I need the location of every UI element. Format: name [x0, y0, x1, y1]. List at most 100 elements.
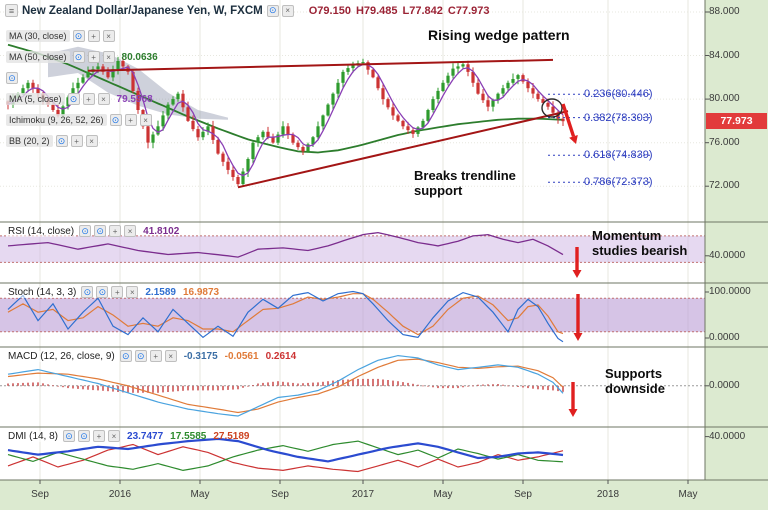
visibility-icon[interactable]: ⊙	[134, 350, 147, 362]
indicator-value: 16.9873	[182, 286, 220, 298]
panel-axis-label: 40.0000	[709, 430, 746, 442]
price-axis[interactable]	[705, 0, 768, 480]
add-icon[interactable]: +	[124, 114, 137, 126]
close-icon[interactable]: ×	[164, 350, 177, 362]
ohlc-value: L77.842	[402, 4, 443, 17]
visibility-icon[interactable]: ⊙	[78, 430, 91, 442]
time-axis-label: Sep	[31, 489, 49, 500]
indicator-label[interactable]: MA (5, close)	[6, 93, 65, 105]
add-icon[interactable]: +	[87, 30, 100, 42]
time-axis-label: Sep	[271, 489, 289, 500]
indicator-label[interactable]: Stoch (14, 3, 3)	[6, 286, 79, 298]
panel-legend-row: DMI (14, 8) ⊙ ⊙ + × 23.7477 17.5585 27.5189	[6, 430, 249, 442]
add-icon[interactable]: +	[109, 225, 122, 237]
annotation-momentum-bearish: Momentum studies bearish	[592, 228, 688, 259]
visibility-icon[interactable]: ⊙	[55, 135, 68, 147]
visibility-icon[interactable]: ⊙	[79, 225, 92, 237]
close-icon[interactable]: ×	[97, 93, 110, 105]
indicator-label[interactable]: MACD (12, 26, close, 9)	[6, 350, 117, 362]
overlay-legend-row: Ichimoku (9, 26, 52, 26) ⊙ + ×	[6, 114, 152, 126]
add-icon[interactable]: +	[149, 350, 162, 362]
visibility-icon[interactable]: ⊙	[63, 430, 76, 442]
price-axis-label: 72.000	[709, 180, 740, 192]
indicator-value: 79.5968	[116, 93, 153, 105]
panel-legend-row: MACD (12, 26, close, 9) ⊙ ⊙ + × -0.3175 -0.056…	[6, 350, 296, 362]
close-icon[interactable]: ×	[102, 51, 115, 63]
indicator-label[interactable]: MA (30, close)	[6, 30, 70, 42]
indicator-value: 17.5585	[170, 430, 207, 442]
annotation-rising-wedge: Rising wedge pattern	[428, 27, 570, 43]
overlay-legend-row: ⊙	[6, 72, 18, 84]
time-axis-label: 2016	[108, 489, 132, 500]
current-price-tag: 77.973	[706, 113, 767, 130]
indicator-value: 2.1589	[145, 286, 176, 298]
visibility-icon[interactable]: ⊙	[72, 51, 85, 63]
panel-axis-label: 100.0000	[709, 286, 751, 297]
ohlc-value: C77.973	[447, 4, 490, 17]
visibility-icon[interactable]: ⊙	[94, 225, 107, 237]
close-icon[interactable]: ×	[139, 114, 152, 126]
overlay-legend-row: MA (30, close) ⊙ + ×	[6, 30, 115, 42]
indicator-value: -0.3175	[183, 350, 218, 362]
time-axis-label: May	[678, 489, 698, 500]
indicator-value: 27.5189	[213, 430, 250, 442]
overlay-legend-row: MA (5, close) ⊙ + × 79.5968	[6, 93, 153, 105]
visibility-icon[interactable]: ⊙	[6, 72, 18, 84]
panel-legend-row: Stoch (14, 3, 3) ⊙ ⊙ + × 2.1589 16.9873	[6, 286, 219, 298]
indicator-value: 80.0636	[121, 51, 158, 63]
panel-axis-label: 0.0000	[709, 379, 740, 391]
fib-level-label: 0.786(72.373)	[584, 176, 653, 189]
annotation-breaks-trendline: Breaks trendline support	[414, 168, 516, 199]
add-icon[interactable]: +	[111, 286, 124, 298]
annotation-supports-downside: Supports downside	[605, 366, 665, 397]
indicator-label[interactable]: Ichimoku (9, 26, 52, 26)	[6, 114, 107, 126]
ohlc-value: H79.485	[355, 4, 398, 17]
indicator-value: 0.2614	[265, 350, 297, 362]
price-axis-label: 80.000	[709, 93, 740, 105]
price-axis-label: 76.000	[709, 136, 740, 148]
price-axis-label: 88.000	[709, 6, 740, 17]
visibility-icon[interactable]: ⊙	[96, 286, 109, 298]
panel-axis-label: 40.0000	[709, 249, 746, 261]
visibility-icon[interactable]: ⊙	[119, 350, 132, 362]
header-buttons: ⊙ ×	[266, 4, 294, 17]
close-icon[interactable]: ×	[102, 30, 115, 42]
visibility-icon[interactable]: ⊙	[67, 93, 80, 105]
time-axis-label: May	[433, 489, 453, 500]
time-axis-label: Sep	[514, 489, 532, 500]
add-icon[interactable]: +	[70, 135, 83, 147]
indicator-label[interactable]: RSI (14, close)	[6, 225, 77, 237]
add-icon[interactable]: +	[82, 93, 95, 105]
time-axis-label: May	[190, 489, 210, 500]
menu-icon[interactable]: ≡	[5, 4, 18, 17]
overlay-legend-row: BB (20, 2) ⊙ + ×	[6, 135, 98, 147]
panel-axis-label: 0.0000	[709, 332, 740, 343]
header-visibility-button[interactable]: ⊙	[266, 4, 279, 17]
overlay-legend-row: MA (50, close) ⊙ + × 80.0636	[6, 51, 158, 63]
ohlc-value: O79.150	[308, 4, 351, 17]
indicator-label[interactable]: MA (50, close)	[6, 51, 70, 63]
ohlc-readout: O79.150 H79.485 L77.842 C77.973	[304, 5, 490, 17]
add-icon[interactable]: +	[87, 51, 100, 63]
indicator-value: -0.0561	[224, 350, 259, 362]
add-icon[interactable]: +	[93, 430, 106, 442]
indicator-label[interactable]: BB (20, 2)	[6, 135, 53, 147]
visibility-icon[interactable]: ⊙	[81, 286, 94, 298]
visibility-icon[interactable]: ⊙	[109, 114, 122, 126]
chart-title: New Zealand Dollar/Japanese Yen, W, FXCM	[22, 4, 263, 17]
close-icon[interactable]: ×	[124, 225, 137, 237]
price-axis-label: 84.000	[709, 49, 740, 61]
header-close-button[interactable]: ×	[281, 4, 294, 17]
indicator-label[interactable]: DMI (14, 8)	[6, 430, 61, 442]
indicator-value: 23.7477	[127, 430, 164, 442]
close-icon[interactable]: ×	[85, 135, 98, 147]
indicator-value: 41.8102	[143, 225, 180, 237]
fib-level-label: 0.236(80.446)	[584, 88, 653, 101]
visibility-icon[interactable]: ⊙	[72, 30, 85, 42]
time-axis-label: 2017	[351, 489, 375, 500]
panel-legend-row: RSI (14, close) ⊙ ⊙ + × 41.8102	[6, 225, 179, 237]
close-icon[interactable]: ×	[126, 286, 139, 298]
close-icon[interactable]: ×	[108, 430, 121, 442]
